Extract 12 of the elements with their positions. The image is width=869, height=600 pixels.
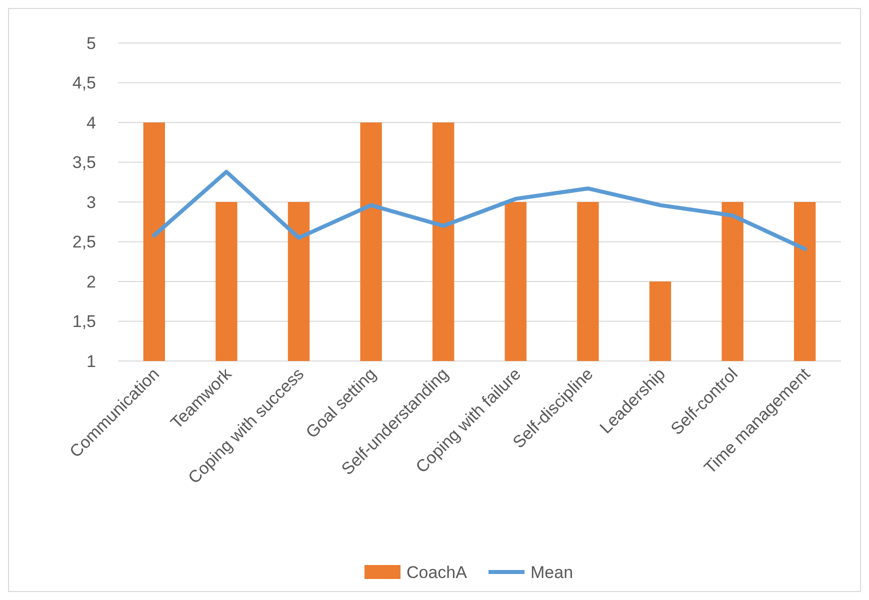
legend-label: CoachA (406, 562, 468, 582)
y-tick-label: 5 (86, 34, 96, 53)
y-tick-label: 3 (86, 192, 96, 212)
legend-label: Mean (530, 562, 574, 582)
y-tick-label: 4,5 (72, 74, 96, 93)
y-tick-label: 2,5 (72, 232, 96, 252)
y-tick-label: 4 (86, 113, 96, 132)
y-tick-label: 2 (86, 272, 96, 292)
y-tick-label: 3,5 (72, 153, 96, 172)
y-tick-label: 1,5 (72, 312, 96, 332)
line-series (152, 170, 807, 251)
y-tick-label: 1 (86, 352, 96, 371)
